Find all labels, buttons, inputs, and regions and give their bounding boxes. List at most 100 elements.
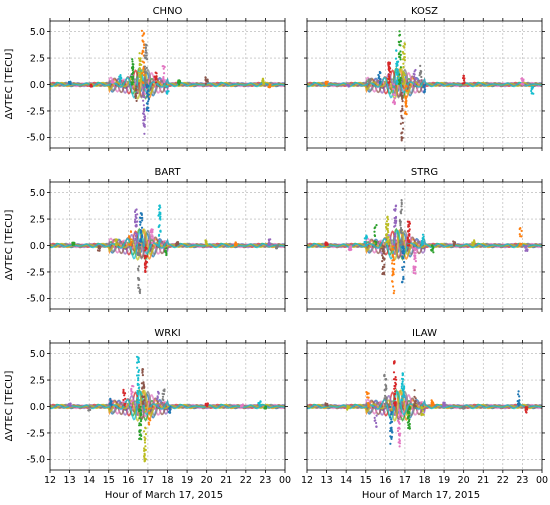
data-point [155, 390, 160, 408]
x-tick-label: 15 [360, 475, 372, 486]
baseline-trace [306, 68, 542, 99]
data-point [367, 78, 372, 85]
data-point [392, 360, 398, 407]
data-point [381, 245, 386, 276]
data-point [263, 405, 268, 410]
panel-title: CHNO [153, 6, 183, 17]
y-tick-label: -5.0 [26, 294, 45, 305]
data-point [161, 388, 166, 407]
data-point [153, 71, 158, 84]
data-point [147, 407, 152, 426]
x-tick-label: 14 [340, 475, 352, 486]
x-tick-label: 13 [64, 475, 76, 486]
panel-bart: BART 5.0 2.5 0.0 -2.5 -5.0 [26, 167, 288, 312]
y-axis-label-row-3: ΔVTEC [TECU] [4, 371, 15, 442]
panel-chno: CHNO 5.0 2.5 0.0 -2.5 -5.0 [26, 6, 288, 151]
data-point [389, 405, 394, 445]
data-point [406, 406, 411, 430]
data-point [394, 49, 400, 86]
data-point [346, 83, 351, 88]
data-point [137, 52, 143, 83]
y-tick-label: -2.5 [26, 267, 45, 278]
data-point [324, 80, 329, 86]
data-point [257, 400, 262, 407]
data-point [373, 405, 378, 428]
y-tick-label: 0.0 [30, 241, 45, 252]
data-point [400, 372, 406, 402]
data-point [530, 85, 535, 95]
panel-ilaw: ILAW 12 13 14 15 16 17 18 19 20 21 22 23 00 [301, 328, 548, 486]
data-point [420, 233, 425, 246]
data-point [452, 240, 457, 247]
panel-title: STRG [411, 167, 438, 178]
x-tick-label: 20 [458, 475, 470, 486]
x-tick-label: 21 [477, 475, 489, 486]
panel-kosz: KOSZ [304, 6, 545, 151]
data-point [398, 199, 403, 246]
x-tick-label: 15 [103, 475, 115, 486]
data-point [347, 245, 353, 252]
y-tick-label: 2.5 [30, 375, 45, 386]
data-point [89, 83, 94, 88]
data-point [204, 239, 209, 246]
data-point [114, 238, 119, 247]
panels-layer: CHNO 5.0 2.5 0.0 -2.5 -5.0 KOSZ BART 5.0 2.5 0.0 -2… [26, 6, 548, 486]
data-point [412, 389, 417, 408]
data-point [430, 244, 435, 254]
y-tick-label: 0.0 [30, 80, 45, 91]
data-point [135, 355, 141, 404]
data-point [138, 405, 143, 441]
data-point [143, 246, 149, 273]
data-point [412, 68, 417, 86]
data-point [130, 58, 135, 86]
baseline-trace [49, 68, 285, 99]
x-tick-label: 12 [44, 475, 56, 486]
y-tick-label: -5.0 [26, 133, 45, 144]
y-tick-label: 5.0 [30, 349, 45, 360]
data-point [138, 212, 144, 247]
baseline-trace [49, 229, 285, 260]
data-point [461, 405, 466, 410]
y-axis-label-row-1: ΔVTEC [TECU] [4, 49, 15, 120]
data-point [393, 204, 398, 246]
data-point [383, 373, 388, 408]
data-point [397, 30, 402, 85]
x-axis-label-right: Hour of March 17, 2015 [362, 490, 480, 501]
data-point [401, 42, 407, 85]
data-point [418, 64, 423, 82]
data-point [110, 79, 115, 84]
data-point [324, 241, 329, 247]
data-point [128, 230, 133, 247]
x-axis-label-left: Hour of March 17, 2015 [105, 490, 223, 501]
x-tick-label: 19 [181, 475, 193, 486]
data-point [471, 239, 476, 247]
data-point [261, 77, 266, 86]
data-point [67, 80, 72, 86]
x-tick-label: 12 [301, 475, 313, 486]
data-point [122, 388, 127, 407]
x-tick-label: 17 [399, 475, 411, 486]
data-point [157, 204, 162, 246]
data-point [204, 76, 209, 85]
data-point [177, 79, 182, 86]
data-point [324, 402, 329, 407]
data-point [143, 43, 149, 85]
x-tick-label: 23 [259, 475, 271, 486]
data-point [175, 241, 180, 247]
data-point [406, 220, 411, 247]
data-point [385, 215, 390, 246]
data-point [377, 70, 382, 84]
data-point [461, 74, 466, 85]
y-axis-label-row-2: ΔVTEC [TECU] [4, 210, 15, 281]
data-point [233, 241, 238, 247]
x-tick-label: 14 [83, 475, 95, 486]
y-tick-label: 0.0 [30, 402, 45, 413]
data-point [373, 224, 378, 246]
y-tick-label: 2.5 [30, 53, 45, 64]
data-point [163, 247, 168, 257]
data-point [161, 65, 166, 83]
data-point [399, 91, 405, 142]
data-point [524, 244, 529, 252]
x-tick-label: 23 [516, 475, 528, 486]
data-point [87, 405, 92, 412]
